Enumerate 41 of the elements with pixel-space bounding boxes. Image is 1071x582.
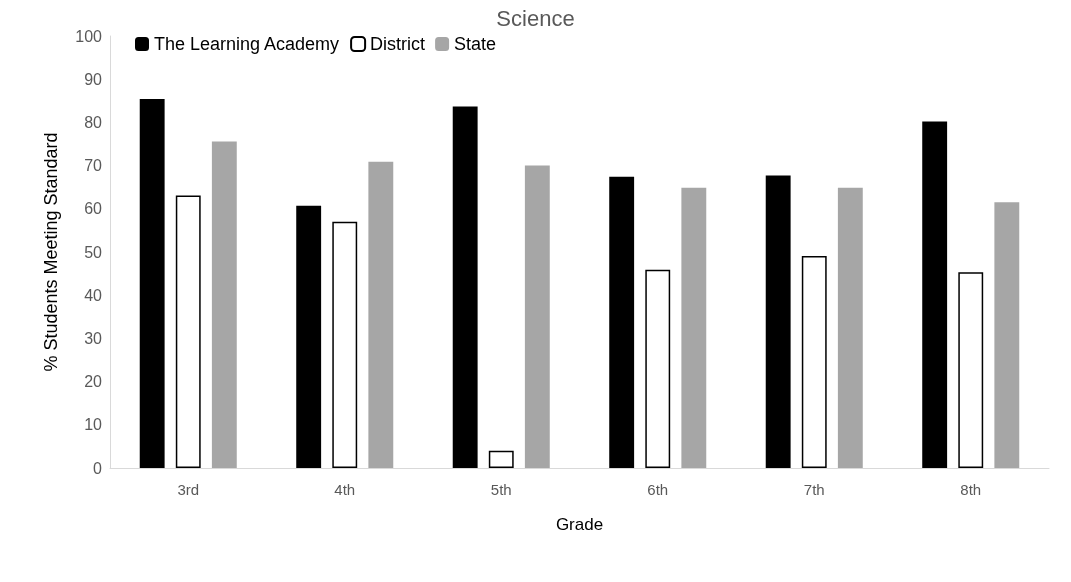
x-axis-title: Grade [555,515,604,534]
bar [524,165,550,468]
bar [681,187,707,468]
bar [139,99,165,468]
y-tick-label: 90 [84,70,103,88]
bar [296,205,322,468]
y-tick-label: 0 [93,459,103,477]
bar [488,450,514,468]
y-tick-label: 100 [75,27,103,45]
x-tick-label: 7th [803,481,825,498]
legend-label: The Learning Academy [154,34,340,54]
bar [994,202,1020,468]
y-tick-label: 30 [84,329,103,347]
x-tick-label: 8th [960,481,982,498]
x-tick-label: 6th [647,481,669,498]
y-axis-title: % Students Meeting Standard [41,132,61,372]
bar [332,221,358,468]
bar [645,269,671,468]
bar [368,161,394,468]
bar [609,176,635,468]
bar [958,272,984,468]
y-tick-label: 40 [84,286,103,304]
x-tick-label: 3rd [177,481,200,498]
y-tick-label: 60 [84,200,103,218]
y-tick-label: 50 [84,243,103,261]
y-tick-label: 20 [84,373,103,391]
y-tick-label: 10 [84,416,103,434]
x-tick-label: 5th [490,481,512,498]
bar [175,195,201,468]
bar [452,106,478,468]
x-tick-label: 4th [334,481,356,498]
bar [801,255,827,468]
legend-label: District [370,34,426,54]
y-tick-label: 70 [84,157,103,175]
legend-label: State [454,34,497,54]
bar [765,175,791,468]
bar [211,141,237,468]
bar [922,121,948,468]
y-tick-label: 80 [84,113,103,131]
bar [837,187,863,468]
chart-title: Science [496,5,575,31]
